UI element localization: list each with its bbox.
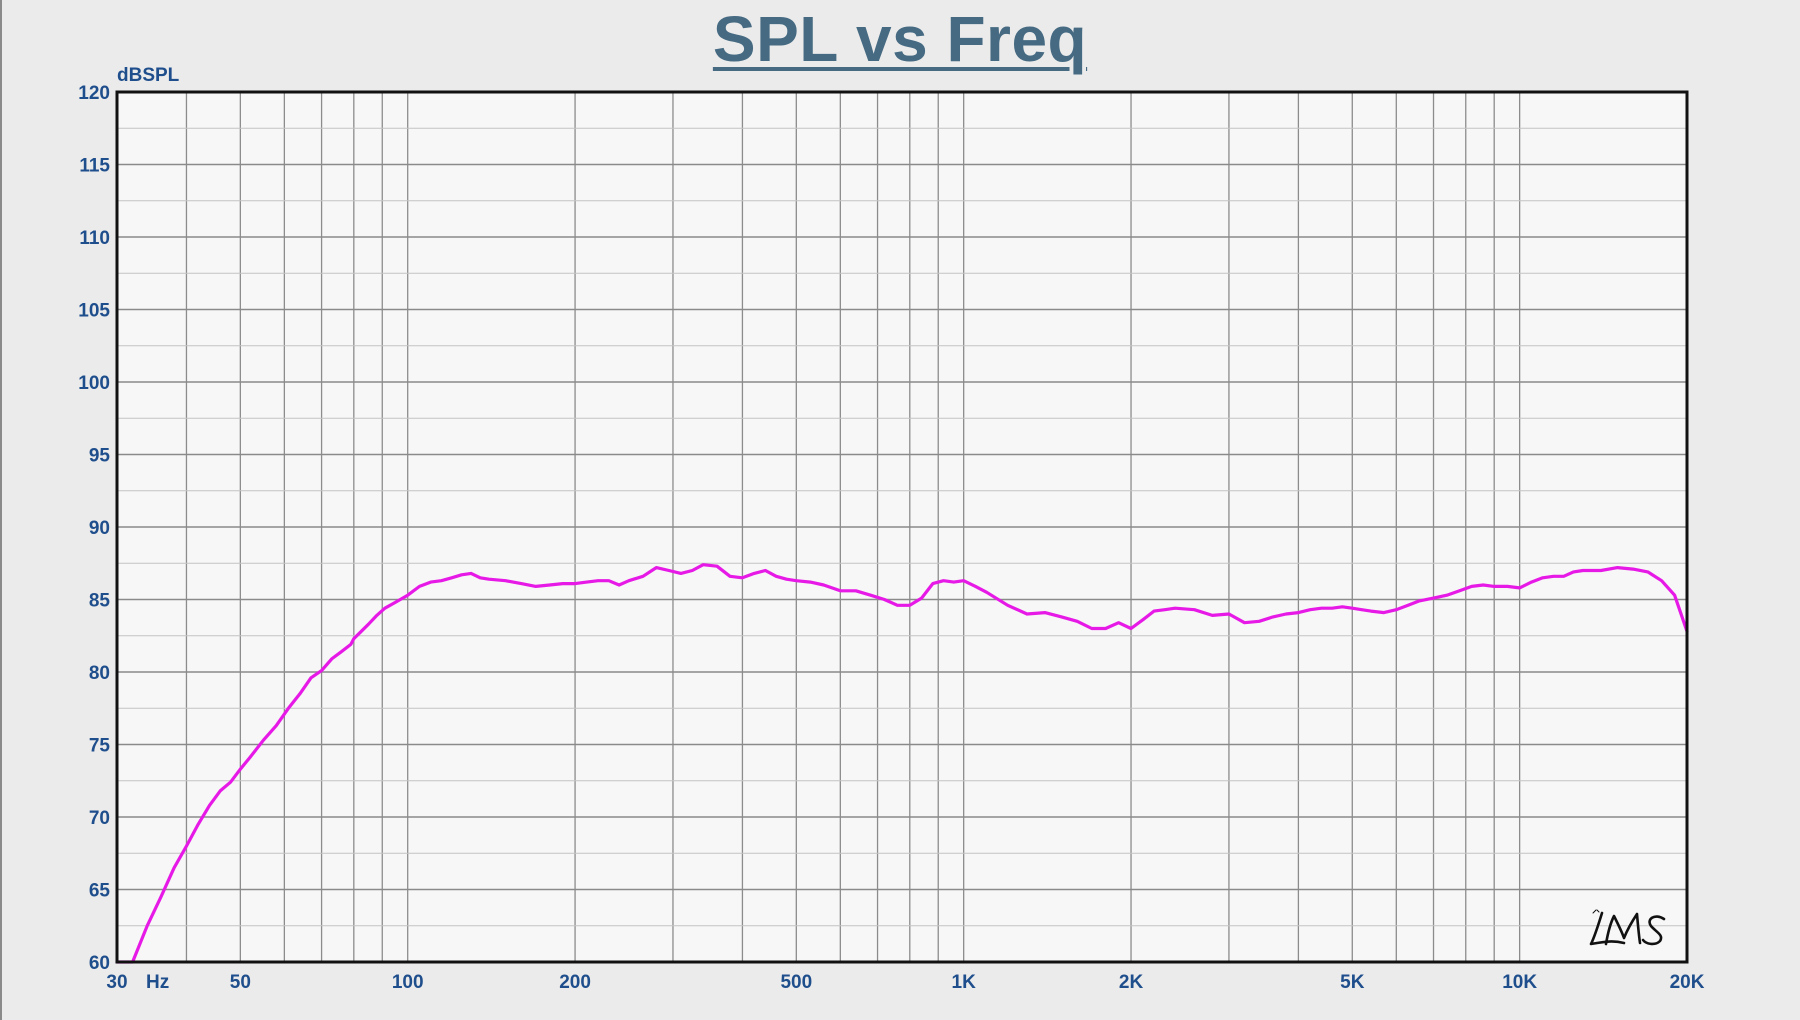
x-tick-label: 5K (1340, 972, 1365, 993)
x-tick-label: 20K (1670, 972, 1705, 993)
x-tick-label: 30 (106, 972, 127, 993)
lms-logo-icon (1589, 909, 1666, 946)
curve-layer (115, 563, 1689, 964)
x-tick-label: 500 (780, 972, 812, 993)
y-tick-label: 70 (89, 808, 110, 829)
y-tick-label: 80 (89, 663, 110, 684)
page-left-edge (0, 0, 2, 1020)
x-tick-label: 1K (952, 972, 977, 993)
x-tick-label: 50 (230, 972, 251, 993)
x-tick-label: 200 (559, 972, 591, 993)
y-tick-label: 60 (89, 953, 110, 974)
y-tick-label: 90 (89, 518, 110, 539)
grid-lines (117, 92, 1687, 962)
plot-frame (115, 90, 1689, 964)
y-tick-label: 120 (78, 83, 110, 104)
spl-curve (115, 563, 1689, 964)
chart-title: SPL vs Freq (712, 3, 1088, 75)
x-tick-label: 10K (1502, 972, 1537, 993)
x-axis-ticks: 30 50 100 200 500 1K 2K 5K 10K 20K (106, 972, 1704, 993)
y-axis-label: dBSPL (117, 65, 180, 86)
y-tick-label: 85 (89, 591, 111, 612)
y-tick-label: 75 (89, 736, 111, 757)
y-tick-label: 95 (89, 446, 111, 467)
y-tick-label: 105 (78, 301, 110, 322)
x-tick-label: 100 (392, 972, 424, 993)
y-tick-label: 65 (89, 881, 111, 902)
y-tick-label: 100 (78, 373, 110, 394)
x-axis-unit-label: Hz (146, 972, 169, 993)
y-tick-label: 115 (79, 156, 110, 177)
y-axis-ticks: 60 65 70 75 80 85 90 95 100 105 110 115 120 (78, 83, 110, 974)
x-tick-label: 2K (1119, 972, 1144, 993)
y-tick-label: 110 (79, 228, 110, 249)
